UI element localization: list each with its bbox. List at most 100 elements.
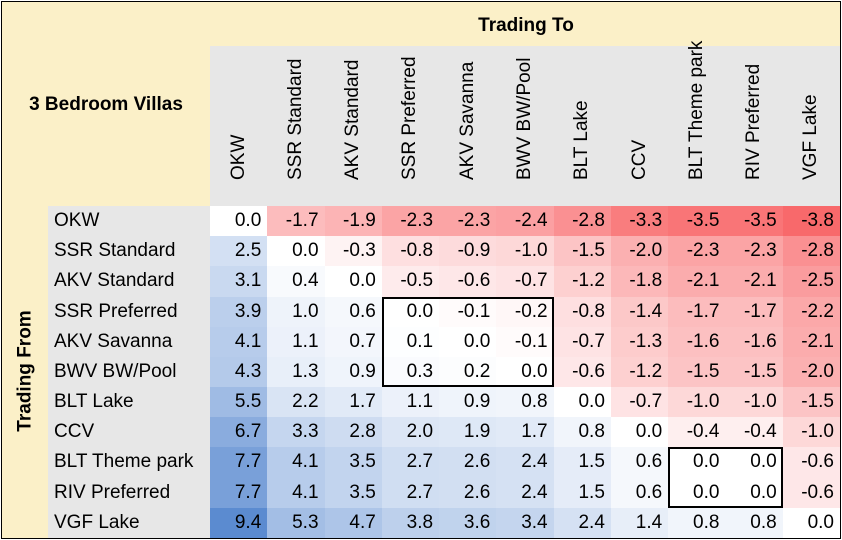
heatmap-cell: 1.9 [439, 417, 497, 448]
heatmap-cell: -1.7 [267, 206, 325, 237]
trading-from-label: Trading From [15, 310, 36, 432]
column-header: RIV Preferred [725, 46, 782, 206]
heatmap-cell: -2.0 [610, 236, 669, 267]
heatmap-cell: 1.0 [267, 296, 325, 327]
heatmap-cell: 3.9 [210, 296, 268, 327]
trading-to-title: Trading To [478, 15, 574, 36]
heatmap-cell: 3.1 [210, 266, 268, 297]
column-header-label: BLT Lake [571, 100, 593, 180]
row-header-label: SSR Standard [54, 240, 176, 262]
row-header-band [48, 206, 210, 538]
heatmap-cell: 0.8 [725, 507, 783, 538]
row-header-label: AKV Savanna [54, 330, 173, 352]
heatmap-cell: -2.4 [496, 206, 554, 237]
heatmap-cell: 1.4 [610, 507, 669, 538]
heatmap-cell: -0.1 [496, 326, 554, 357]
heatmap-cell: -1.0 [668, 387, 726, 418]
column-header: BLT Theme park [668, 41, 725, 206]
heatmap-cell: -1.5 [668, 356, 726, 388]
column-header-label: BWV BW/Pool [513, 57, 535, 180]
column-header: BWV BW/Pool [496, 46, 553, 206]
heatmap-cell: -0.7 [610, 387, 669, 418]
heatmap-cell: 1.5 [553, 447, 611, 478]
heatmap-cell: 0.6 [324, 296, 382, 327]
heatmap-cell: -1.0 [725, 387, 783, 418]
column-header-label: SSR Preferred [399, 56, 421, 180]
heatmap-cell: 0.6 [610, 477, 669, 508]
heatmap-cell: 0.0 [668, 477, 726, 508]
heatmap-cell: -0.4 [725, 417, 783, 448]
heatmap-cell: -2.3 [439, 206, 497, 237]
heatmap-cell: 0.0 [725, 447, 783, 478]
heatmap-cell: 1.1 [267, 326, 325, 357]
heatmap-cell: 4.3 [210, 356, 268, 388]
heatmap-cell: 0.0 [439, 326, 497, 357]
heatmap-cell: -1.7 [668, 296, 726, 327]
row-header-label: OKW [54, 210, 100, 231]
heatmap-cell: 5.3 [267, 507, 325, 538]
heatmap-cell: 0.3 [381, 356, 440, 388]
heatmap-cell: 4.7 [324, 507, 382, 538]
heatmap-cell: 3.4 [496, 507, 554, 538]
heatmap-cell: -1.2 [610, 356, 669, 388]
row-header-label: RIV Preferred [54, 481, 171, 503]
column-header-label: AKV Standard [342, 59, 364, 180]
heatmap-cell: -2.3 [381, 206, 440, 237]
column-header: AKV Standard [325, 46, 382, 206]
heatmap-cell: 9.4 [210, 507, 268, 538]
heatmap-cell: -3.3 [610, 206, 669, 237]
heatmap-cell: 2.6 [439, 477, 497, 508]
heatmap-cell: -1.3 [610, 326, 669, 357]
corner-label: 3 Bedroom Villas [29, 94, 183, 115]
heatmap-cell: -0.6 [782, 477, 840, 508]
heatmap-cell: -1.7 [725, 296, 783, 327]
heatmap-cell: -0.8 [553, 296, 611, 327]
heatmap-cell: -0.9 [439, 236, 497, 267]
heatmap-cell: -3.5 [668, 206, 726, 237]
column-header-label: VGF Lake [800, 94, 822, 180]
heatmap-cell: 0.0 [267, 236, 325, 267]
column-header: BLT Lake [554, 46, 611, 206]
heatmap-cell: -0.6 [553, 356, 611, 388]
heatmap-cell: -0.7 [496, 266, 554, 297]
heatmap-cell: 0.8 [668, 507, 726, 538]
heatmap-cell: 0.0 [381, 296, 440, 327]
heatmap-cell: -1.0 [496, 236, 554, 267]
row-header-label: AKV Standard [54, 270, 175, 292]
heatmap-cell: 2.4 [553, 507, 611, 538]
heatmap-cell: 7.7 [210, 447, 268, 478]
heatmap-cell: -1.0 [782, 417, 840, 448]
row-header-label: BWV BW/Pool [54, 360, 177, 382]
heatmap-cell: 3.3 [267, 417, 325, 448]
column-header: SSR Preferred [382, 46, 439, 206]
row-header-label: CCV [54, 421, 95, 443]
heatmap-cell: 4.1 [267, 477, 325, 508]
heatmap-cell: 6.7 [210, 417, 268, 448]
heatmap-cell: 4.1 [267, 447, 325, 478]
row-header-label: SSR Preferred [54, 300, 178, 322]
heatmap-cell: 1.1 [381, 387, 440, 418]
heatmap-cell: 5.5 [210, 387, 268, 418]
column-header-label: SSR Standard [284, 58, 306, 180]
heatmap-cell: -0.3 [324, 236, 382, 267]
heatmap-cell: 0.9 [439, 387, 497, 418]
column-header: VGF Lake [783, 46, 840, 206]
heatmap-cell: 1.5 [553, 477, 611, 508]
heatmap-cell: -2.0 [782, 356, 840, 388]
heatmap-cell: 1.7 [496, 417, 554, 448]
heatmap-cell: -0.6 [782, 447, 840, 478]
heatmap-cell: -2.1 [782, 326, 840, 357]
heatmap-cell: 0.4 [267, 266, 325, 297]
heatmap-cell: 0.0 [210, 206, 268, 237]
heatmap-cell: 2.0 [381, 417, 440, 448]
heatmap-cell: 0.0 [725, 477, 783, 508]
heatmap-cell: -1.6 [668, 326, 726, 357]
heatmap-cell: 0.0 [610, 417, 669, 448]
heatmap-cell: -2.1 [668, 266, 726, 297]
row-header-label: BLT Lake [54, 391, 134, 413]
column-header-label: AKV Savanna [456, 61, 478, 180]
heatmap-cell: -1.4 [610, 296, 669, 327]
heatmap-cell: 0.8 [496, 387, 554, 418]
column-header-label: BLT Theme park [685, 40, 707, 180]
